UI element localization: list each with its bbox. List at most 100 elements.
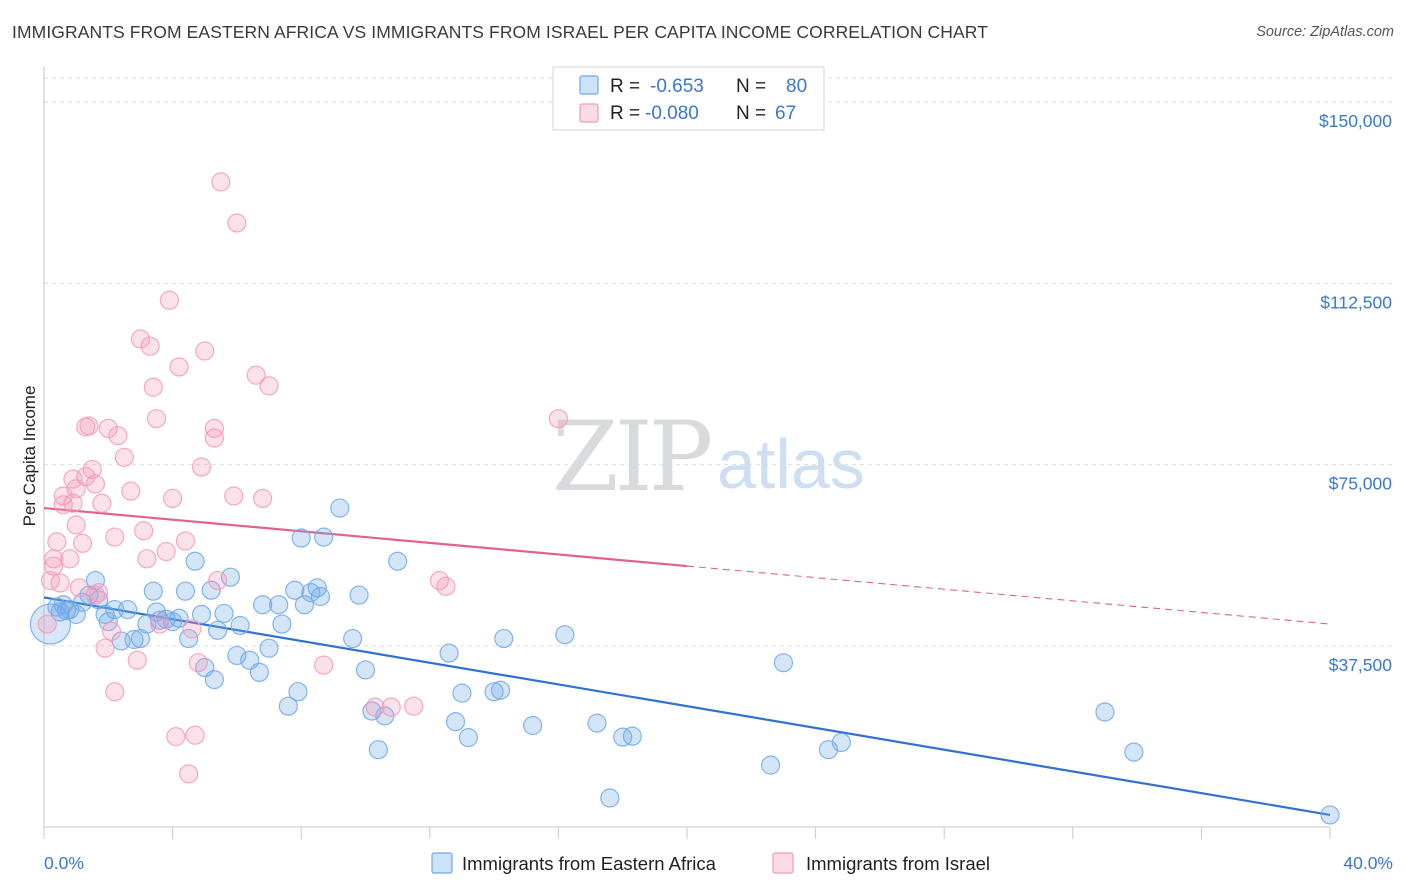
point-s1-36 — [143, 377, 163, 397]
stats-n-value-0: 80 — [786, 76, 807, 97]
point-s1-29 — [121, 481, 141, 501]
stats-r-label-1: R = — [610, 103, 640, 124]
point-s0-76 — [831, 732, 851, 753]
axes — [43, 66, 1331, 839]
point-s0-15 — [117, 599, 138, 620]
point-s0-78 — [1124, 742, 1144, 762]
point-s0-28 — [191, 604, 212, 624]
point-s1-54 — [211, 172, 231, 192]
point-s1-32 — [130, 329, 151, 349]
point-s1-55 — [224, 486, 244, 506]
point-s0-35 — [227, 645, 247, 666]
watermark: ZIP atlas — [552, 401, 865, 513]
y-axis-label: Per Capita Income — [20, 386, 39, 527]
point-s0-74 — [773, 653, 794, 673]
point-s1-14 — [72, 533, 93, 553]
legend-label-eastern-africa[interactable]: Immigrants from Eastern Africa — [462, 853, 717, 874]
point-s0-50 — [310, 586, 331, 607]
point-s0-30 — [201, 580, 221, 600]
point-s1-31 — [105, 682, 125, 702]
point-s0-67 — [523, 715, 543, 736]
stats-swatch-israel — [579, 103, 599, 123]
point-s1-0 — [37, 614, 57, 634]
point-s1-61 — [365, 697, 385, 717]
point-s0-54 — [349, 585, 369, 605]
point-s0-71 — [613, 727, 633, 747]
point-s0-47 — [294, 595, 315, 615]
point-s1-11 — [66, 515, 86, 535]
point-s0-38 — [249, 662, 270, 682]
point-s0-77 — [1095, 702, 1115, 722]
point-s1-42 — [166, 727, 186, 747]
point-s0-53 — [343, 628, 363, 649]
point-s1-21 — [89, 583, 109, 603]
stats-r-label-0: R = — [610, 76, 640, 97]
point-s1-34 — [137, 549, 157, 569]
point-s0-36 — [230, 615, 250, 636]
point-s0-46 — [291, 528, 311, 548]
point-s1-22 — [92, 493, 112, 513]
point-s0-33 — [214, 603, 234, 624]
point-s1-44 — [175, 531, 196, 551]
point-s0-52 — [330, 498, 350, 518]
point-s1-51 — [204, 418, 224, 438]
trend-lines — [43, 506, 1331, 817]
point-s0-0 — [29, 603, 72, 645]
point-s1-27 — [108, 425, 128, 446]
point-s1-19 — [85, 474, 106, 494]
point-s1-9 — [63, 493, 83, 513]
point-s0-24 — [169, 608, 189, 628]
x-tick-label-0: 0.0% — [44, 853, 84, 873]
y-tick-label-3: $150,000 — [1319, 111, 1392, 131]
point-s0-63 — [458, 728, 478, 748]
trend-line-israel-solid — [43, 506, 688, 568]
point-s0-65 — [490, 680, 511, 700]
y-tick-label-2: $112,500 — [1320, 292, 1392, 312]
point-s1-33 — [134, 521, 154, 541]
point-s1-35 — [140, 336, 160, 356]
point-s1-62 — [381, 697, 401, 717]
point-s1-58 — [253, 488, 273, 509]
point-s1-57 — [246, 365, 266, 385]
x-tick-labels: 0.0% 40.0% — [44, 853, 1393, 873]
point-s1-43 — [169, 357, 189, 377]
gridlines — [44, 77, 1396, 647]
point-s1-41 — [163, 488, 183, 509]
legend: Immigrants from Eastern Africa Immigrant… — [431, 852, 990, 874]
point-s0-59 — [388, 551, 408, 571]
point-s0-31 — [204, 670, 224, 690]
point-s1-24 — [98, 418, 118, 438]
trend-line-israel-dashed — [686, 565, 1331, 625]
y-tick-labels: $37,500 $75,000 $112,500 $150,000 — [1319, 111, 1392, 675]
point-s0-39 — [253, 595, 273, 615]
point-s0-55 — [355, 660, 376, 680]
point-s1-40 — [159, 290, 179, 310]
point-s0-62 — [452, 683, 472, 703]
legend-swatch-eastern-africa[interactable] — [431, 852, 453, 874]
chart-source: Source: ZipAtlas.com — [1256, 24, 1394, 40]
stats-r-value-1: -0.080 — [645, 103, 699, 124]
legend-label-israel[interactable]: Immigrants from Israel — [806, 853, 990, 874]
legend-swatch-israel[interactable] — [772, 852, 794, 874]
point-s1-53 — [208, 570, 228, 591]
point-s1-46 — [182, 619, 202, 639]
point-s1-26 — [105, 527, 125, 547]
point-s1-60 — [314, 655, 334, 675]
point-s0-41 — [269, 595, 289, 615]
point-s1-28 — [114, 447, 134, 467]
point-s0-79 — [1320, 805, 1340, 825]
point-s0-45 — [288, 682, 308, 702]
point-s0-68 — [555, 625, 575, 645]
point-s0-69 — [587, 713, 607, 733]
stats-swatch-eastern-africa — [579, 75, 599, 95]
point-s1-52 — [204, 428, 224, 448]
y-tick-label-0: $37,500 — [1329, 655, 1393, 675]
point-s0-44 — [285, 580, 305, 600]
point-s1-18 — [82, 459, 102, 480]
point-s0-19 — [143, 581, 163, 601]
y-tick-label-1: $75,000 — [1329, 474, 1393, 494]
chart-title: IMMIGRANTS FROM EASTERN AFRICA VS IMMIGR… — [12, 22, 989, 42]
point-s1-50 — [195, 341, 215, 361]
point-s1-39 — [156, 541, 176, 562]
